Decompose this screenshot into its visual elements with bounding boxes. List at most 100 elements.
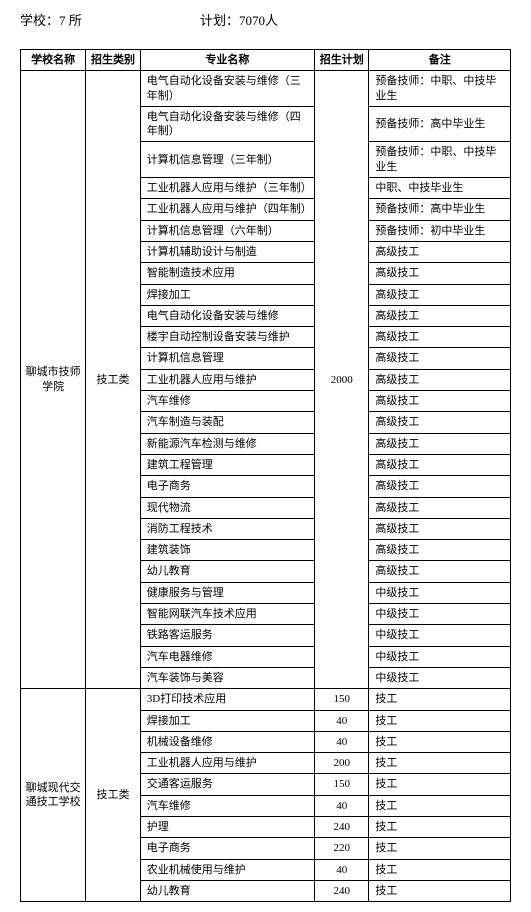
remark-cell: 高级技工 (369, 241, 511, 262)
remark-cell: 高级技工 (369, 518, 511, 539)
remark-cell: 技工 (369, 731, 511, 752)
remark-cell: 技工 (369, 774, 511, 795)
remark-cell: 预备技师：高中毕业生 (369, 199, 511, 220)
major-cell: 交通客运服务 (140, 774, 314, 795)
major-cell: 幼儿教育 (140, 880, 314, 901)
remark-cell: 中级技工 (369, 667, 511, 688)
remark-cell: 技工 (369, 859, 511, 880)
major-cell: 消防工程技术 (140, 518, 314, 539)
remark-cell: 技工 (369, 753, 511, 774)
school-cell: 聊城现代交通技工学校 (21, 689, 86, 902)
major-cell: 现代物流 (140, 497, 314, 518)
enrollment-table: 学校名称 招生类别 专业名称 招生计划 备注 聊城市技师学院技工类电气自动化设备… (20, 49, 511, 902)
major-cell: 电气自动化设备安装与维修 (140, 305, 314, 326)
major-cell: 计算机辅助设计与制造 (140, 241, 314, 262)
remark-cell: 预备技师：中职、中技毕业生 (369, 71, 511, 107)
plan-cell: 200 (314, 753, 368, 774)
remark-cell: 中职、中技毕业生 (369, 178, 511, 199)
major-cell: 汽车装饰与美容 (140, 667, 314, 688)
major-cell: 建筑装饰 (140, 540, 314, 561)
col-header-major: 专业名称 (140, 50, 314, 71)
plan-cell: 40 (314, 731, 368, 752)
major-cell: 电子商务 (140, 838, 314, 859)
col-header-remark: 备注 (369, 50, 511, 71)
plan-cell: 40 (314, 795, 368, 816)
major-cell: 幼儿教育 (140, 561, 314, 582)
major-cell: 工业机器人应用与维护 (140, 369, 314, 390)
plan-cell: 150 (314, 689, 368, 710)
remark-cell: 高级技工 (369, 263, 511, 284)
plan-cell: 240 (314, 880, 368, 901)
col-header-school: 学校名称 (21, 50, 86, 71)
col-header-plan: 招生计划 (314, 50, 368, 71)
major-cell: 智能网联汽车技术应用 (140, 604, 314, 625)
remark-cell: 高级技工 (369, 454, 511, 475)
remark-cell: 高级技工 (369, 348, 511, 369)
table-body: 聊城市技师学院技工类电气自动化设备安装与维修（三年制）2000预备技师：中职、中… (21, 71, 511, 902)
remark-cell: 高级技工 (369, 540, 511, 561)
major-cell: 计算机信息管理 (140, 348, 314, 369)
major-cell: 焊接加工 (140, 284, 314, 305)
plan-cell: 40 (314, 859, 368, 880)
remark-cell: 中级技工 (369, 604, 511, 625)
major-cell: 楼宇自动控制设备安装与维护 (140, 327, 314, 348)
remark-cell: 中级技工 (369, 625, 511, 646)
major-cell: 计算机信息管理（三年制） (140, 142, 314, 178)
major-cell: 汽车维修 (140, 391, 314, 412)
remark-cell: 预备技师：初中毕业生 (369, 220, 511, 241)
remark-cell: 高级技工 (369, 476, 511, 497)
major-cell: 计算机信息管理（六年制） (140, 220, 314, 241)
remark-cell: 高级技工 (369, 412, 511, 433)
major-cell: 电气自动化设备安装与维修（三年制） (140, 71, 314, 107)
remark-cell: 高级技工 (369, 327, 511, 348)
remark-cell: 技工 (369, 880, 511, 901)
table-row: 聊城市技师学院技工类电气自动化设备安装与维修（三年制）2000预备技师：中职、中… (21, 71, 511, 107)
plan-cell: 2000 (314, 71, 368, 689)
remark-cell: 技工 (369, 816, 511, 837)
remark-cell: 中级技工 (369, 646, 511, 667)
school-cell: 聊城市技师学院 (21, 71, 86, 689)
remark-cell: 高级技工 (369, 433, 511, 454)
major-cell: 健康服务与管理 (140, 582, 314, 603)
remark-cell: 技工 (369, 710, 511, 731)
remark-cell: 高级技工 (369, 391, 511, 412)
major-cell: 农业机械使用与维护 (140, 859, 314, 880)
remark-cell: 高级技工 (369, 305, 511, 326)
major-cell: 汽车维修 (140, 795, 314, 816)
table-header-row: 学校名称 招生类别 专业名称 招生计划 备注 (21, 50, 511, 71)
plan-cell: 220 (314, 838, 368, 859)
major-cell: 电子商务 (140, 476, 314, 497)
major-cell: 工业机器人应用与维护 (140, 753, 314, 774)
remark-cell: 中级技工 (369, 582, 511, 603)
major-cell: 铁路客运服务 (140, 625, 314, 646)
header-summary: 学校：7 所 计划：7070人 (20, 10, 511, 29)
table-row: 聊城现代交通技工学校技工类3D打印技术应用150技工 (21, 689, 511, 710)
major-cell: 护理 (140, 816, 314, 837)
major-cell: 新能源汽车检测与维修 (140, 433, 314, 454)
remark-cell: 预备技师：高中毕业生 (369, 106, 511, 142)
remark-cell: 技工 (369, 838, 511, 859)
remark-cell: 技工 (369, 689, 511, 710)
major-cell: 电气自动化设备安装与维修（四年制） (140, 106, 314, 142)
plan-cell: 150 (314, 774, 368, 795)
major-cell: 汽车制造与装配 (140, 412, 314, 433)
plan-cell: 240 (314, 816, 368, 837)
remark-cell: 高级技工 (369, 561, 511, 582)
schools-count: 学校：7 所 (20, 10, 200, 29)
major-cell: 汽车电器维修 (140, 646, 314, 667)
remark-cell: 高级技工 (369, 369, 511, 390)
major-cell: 工业机器人应用与维护（四年制） (140, 199, 314, 220)
major-cell: 智能制造技术应用 (140, 263, 314, 284)
remark-cell: 技工 (369, 795, 511, 816)
remark-cell: 高级技工 (369, 284, 511, 305)
major-cell: 3D打印技术应用 (140, 689, 314, 710)
plan-count: 计划：7070人 (200, 10, 278, 29)
remark-cell: 预备技师：中职、中技毕业生 (369, 142, 511, 178)
category-cell: 技工类 (86, 689, 140, 902)
col-header-category: 招生类别 (86, 50, 140, 71)
plan-cell: 40 (314, 710, 368, 731)
major-cell: 机械设备维修 (140, 731, 314, 752)
major-cell: 焊接加工 (140, 710, 314, 731)
category-cell: 技工类 (86, 71, 140, 689)
remark-cell: 高级技工 (369, 497, 511, 518)
